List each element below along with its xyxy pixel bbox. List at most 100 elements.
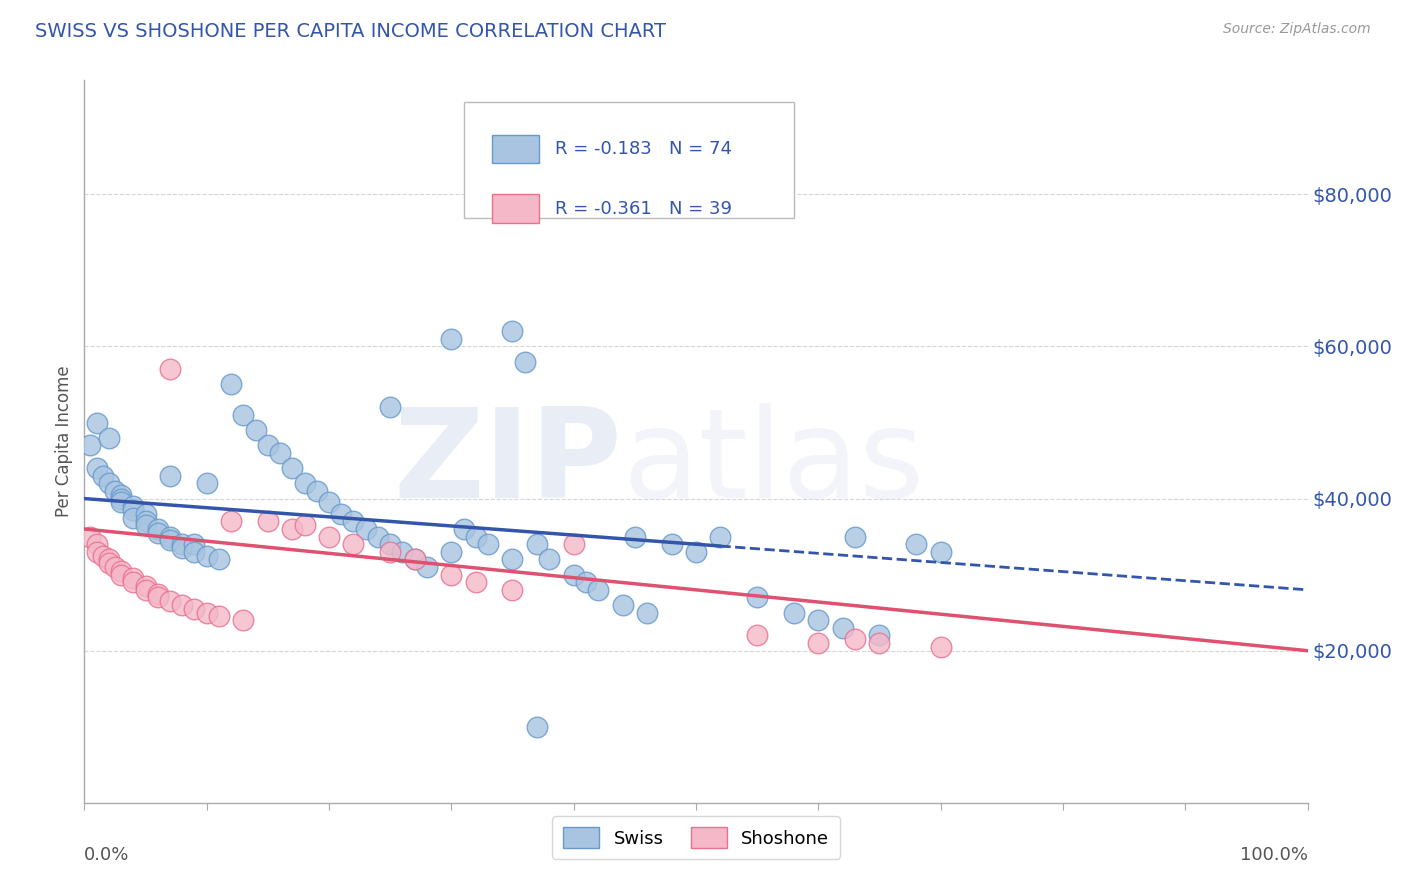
- Point: [146, 522, 169, 536]
- Point: [440, 545, 463, 559]
- Point: [354, 522, 377, 536]
- Point: [232, 408, 254, 422]
- FancyBboxPatch shape: [492, 135, 540, 163]
- Point: [747, 628, 769, 642]
- Point: [440, 567, 463, 582]
- Point: [685, 545, 707, 559]
- Point: [513, 354, 536, 368]
- Point: [91, 468, 114, 483]
- Point: [86, 461, 108, 475]
- Point: [575, 575, 598, 590]
- Text: R = -0.361   N = 39: R = -0.361 N = 39: [555, 200, 733, 218]
- Point: [257, 438, 280, 452]
- Point: [538, 552, 561, 566]
- Point: [110, 491, 132, 506]
- Point: [318, 495, 340, 509]
- Point: [294, 476, 316, 491]
- Point: [219, 515, 242, 529]
- Point: [159, 468, 181, 483]
- Point: [172, 541, 194, 555]
- Point: [122, 503, 145, 517]
- Point: [146, 525, 169, 540]
- Point: [122, 571, 145, 585]
- Point: [342, 537, 364, 551]
- Point: [929, 640, 952, 654]
- Point: [661, 537, 683, 551]
- Point: [380, 537, 402, 551]
- Point: [905, 537, 928, 551]
- Text: atlas: atlas: [623, 402, 925, 524]
- Point: [97, 476, 120, 491]
- Point: [844, 530, 866, 544]
- Point: [807, 613, 830, 627]
- Point: [135, 515, 157, 529]
- Point: [416, 560, 439, 574]
- Point: [380, 545, 402, 559]
- Point: [294, 518, 316, 533]
- Point: [562, 537, 585, 551]
- Point: [844, 632, 866, 647]
- Point: [464, 530, 486, 544]
- Point: [135, 579, 157, 593]
- Point: [122, 499, 145, 513]
- Point: [110, 567, 132, 582]
- Point: [195, 476, 218, 491]
- Point: [869, 636, 891, 650]
- Point: [807, 636, 830, 650]
- Point: [86, 545, 108, 559]
- FancyBboxPatch shape: [492, 194, 540, 223]
- Point: [404, 552, 426, 566]
- Point: [104, 483, 127, 498]
- Text: R = -0.183   N = 74: R = -0.183 N = 74: [555, 140, 733, 158]
- Point: [624, 530, 647, 544]
- Point: [159, 533, 181, 548]
- Point: [86, 416, 108, 430]
- Point: [453, 522, 475, 536]
- Point: [330, 507, 353, 521]
- Point: [747, 591, 769, 605]
- Point: [183, 537, 205, 551]
- Point: [869, 628, 891, 642]
- Point: [709, 530, 731, 544]
- Point: [135, 507, 157, 521]
- Point: [104, 560, 127, 574]
- Point: [159, 362, 181, 376]
- Text: 0.0%: 0.0%: [84, 847, 129, 864]
- Point: [281, 522, 304, 536]
- Point: [110, 488, 132, 502]
- Legend: Swiss, Shoshone: Swiss, Shoshone: [553, 816, 839, 859]
- Point: [146, 591, 169, 605]
- Text: SWISS VS SHOSHONE PER CAPITA INCOME CORRELATION CHART: SWISS VS SHOSHONE PER CAPITA INCOME CORR…: [35, 22, 666, 41]
- Point: [929, 545, 952, 559]
- Point: [257, 515, 280, 529]
- Point: [91, 549, 114, 563]
- Point: [159, 530, 181, 544]
- Point: [208, 552, 231, 566]
- Point: [122, 510, 145, 524]
- Point: [612, 598, 634, 612]
- Point: [562, 567, 585, 582]
- Text: Source: ZipAtlas.com: Source: ZipAtlas.com: [1223, 22, 1371, 37]
- Point: [110, 495, 132, 509]
- Point: [135, 518, 157, 533]
- Point: [135, 582, 157, 597]
- Point: [245, 423, 267, 437]
- Point: [172, 537, 194, 551]
- FancyBboxPatch shape: [464, 102, 794, 218]
- Point: [97, 552, 120, 566]
- Point: [122, 575, 145, 590]
- Point: [97, 556, 120, 570]
- Point: [97, 431, 120, 445]
- Point: [477, 537, 499, 551]
- Point: [502, 552, 524, 566]
- Point: [232, 613, 254, 627]
- Point: [146, 587, 169, 601]
- Point: [305, 483, 328, 498]
- Point: [86, 537, 108, 551]
- Point: [281, 461, 304, 475]
- Point: [159, 594, 181, 608]
- Point: [526, 537, 548, 551]
- Point: [318, 530, 340, 544]
- Text: 100.0%: 100.0%: [1240, 847, 1308, 864]
- Point: [219, 377, 242, 392]
